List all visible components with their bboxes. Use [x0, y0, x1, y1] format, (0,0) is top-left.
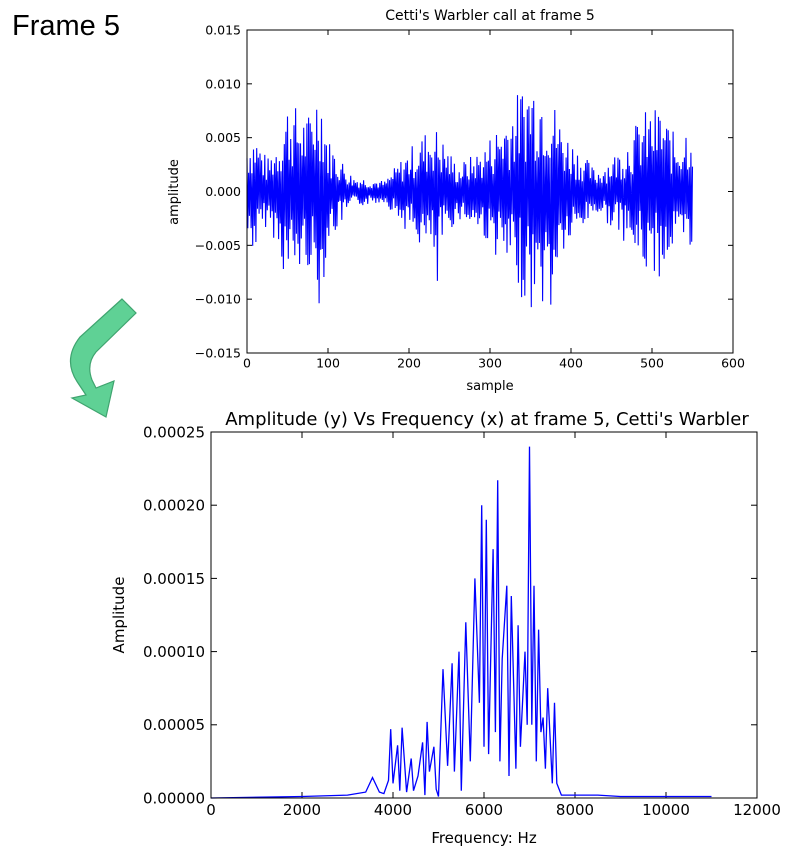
x-tick-label: 300 — [478, 356, 502, 371]
y-tick-label: 0.00015 — [143, 570, 205, 588]
x-tick-label: 8000 — [556, 801, 594, 819]
chart-title: Cetti's Warbler call at frame 5 — [385, 8, 595, 24]
y-tick-label: 0.00025 — [143, 423, 205, 441]
x-axis-label: sample — [466, 379, 513, 394]
x-tick-label: 100 — [316, 356, 340, 371]
x-tick-label: 10000 — [642, 801, 690, 819]
y-tick-label: 0.000 — [205, 184, 241, 199]
y-tick-label: −0.005 — [195, 238, 241, 253]
plot-frame — [246, 29, 734, 354]
chart-title: Amplitude (y) Vs Frequency (x) at frame … — [225, 409, 749, 430]
curved-down-arrow-icon — [69, 298, 137, 418]
y-tick-label: 0.00005 — [143, 716, 205, 734]
x-tick-label: 400 — [559, 356, 583, 371]
waveform-line — [246, 95, 694, 308]
time-domain-chart: Cetti's Warbler call at frame 5 0 100 200 3… — [167, 8, 745, 394]
y-axis-label: amplitude — [167, 159, 182, 225]
y-tick-label: 0.010 — [205, 76, 241, 91]
x-tick-label: 2000 — [283, 801, 321, 819]
y-tick-label: 0.015 — [205, 23, 241, 38]
x-tick-label: 6000 — [465, 801, 503, 819]
frequency-chart: Amplitude (y) Vs Frequency (x) at frame … — [110, 409, 781, 847]
x-tick-label: 12000 — [733, 801, 781, 819]
x-ticks: 0 100 200 300 400 500 600 — [243, 30, 745, 371]
x-ticks: 0 2000 4000 6000 8000 10000 12000 — [206, 432, 781, 819]
x-tick-label: 200 — [397, 356, 421, 371]
x-tick-label: 4000 — [374, 801, 412, 819]
y-ticks: 0.00000 0.00005 0.00010 0.00015 0.00020 0.000… — [143, 423, 757, 807]
y-tick-label: 0.00000 — [143, 789, 205, 807]
x-tick-label: 0 — [206, 801, 216, 819]
y-tick-label: −0.015 — [195, 346, 241, 361]
frame-label: Frame 5 — [12, 10, 120, 42]
y-tick-label: 0.005 — [205, 130, 241, 145]
spectrum-line — [210, 446, 712, 799]
y-tick-label: −0.010 — [195, 292, 241, 307]
y-tick-label: 0.00020 — [143, 497, 205, 515]
plot-frame — [210, 431, 758, 799]
x-tick-label: 600 — [721, 356, 745, 371]
y-axis-label: Amplitude — [110, 577, 128, 654]
x-axis-label: Frequency: Hz — [431, 829, 537, 847]
y-tick-label: 0.00010 — [143, 643, 205, 661]
x-tick-label: 0 — [243, 356, 251, 371]
x-tick-label: 500 — [640, 356, 664, 371]
y-ticks: −0.015 −0.010 −0.005 0.000 0.005 0.010 0.015 — [195, 23, 733, 361]
